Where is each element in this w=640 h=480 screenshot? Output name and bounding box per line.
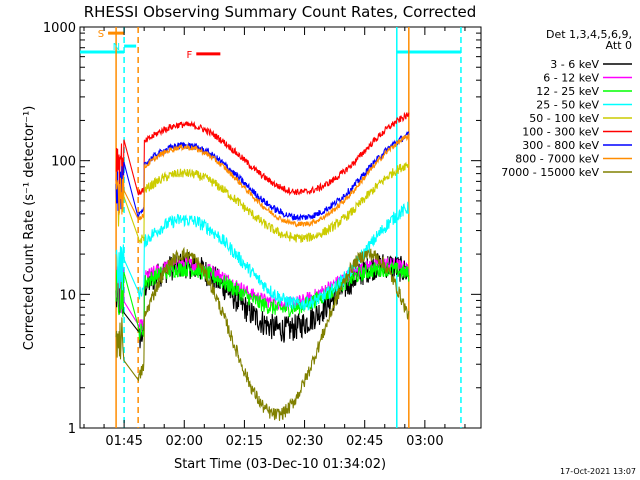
vertical-lines [115, 27, 462, 428]
plot-frame [79, 26, 482, 429]
legend-header: Att 0 [606, 39, 632, 52]
legend-label: 300 - 800 keV [522, 139, 599, 152]
y-tick-label: 10 [59, 288, 76, 303]
x-axis-label: Start Time (03-Dec-10 01:34:02) [174, 457, 386, 472]
legend-label: 800 - 7000 keV [515, 153, 599, 166]
legend-label: 12 - 25 keV [536, 85, 599, 98]
flag-markers: SN F [98, 29, 221, 61]
y-axis-label: Corrected Count Rate (s⁻¹ detector⁻¹) [22, 106, 37, 351]
y-axis: 1 10 100 1000 [43, 21, 481, 437]
x-tick-label: 02:30 [286, 434, 323, 449]
series-line [115, 161, 410, 245]
legend-label: 7000 - 15000 keV [501, 166, 599, 179]
series-line [115, 246, 410, 421]
legend-label: 3 - 6 keV [550, 58, 599, 71]
series-line [115, 111, 410, 197]
footer-timestamp: 17-Oct-2021 13:07 [560, 467, 636, 476]
chart-title: RHESSI Observing Summary Count Rates, Co… [84, 3, 477, 21]
legend-label: 25 - 50 keV [536, 99, 599, 112]
x-tick-label: 03:00 [406, 434, 443, 449]
x-tick-label: 01:45 [105, 434, 142, 449]
flag-label: S [98, 29, 104, 40]
x-axis: 01:45 02:00 02:15 02:30 02:45 03:00 [83, 27, 466, 449]
flag-label: F [187, 50, 193, 61]
x-tick-label: 02:45 [346, 434, 383, 449]
series-line [115, 133, 410, 228]
series-line [115, 261, 410, 340]
legend-label: 100 - 300 keV [522, 126, 599, 139]
legend-header: Det 1,3,4,5,6,9, [546, 28, 632, 41]
y-tick-label: 100 [51, 155, 76, 170]
legend-label: 6 - 12 keV [543, 72, 599, 85]
legend-label: 50 - 100 keV [529, 112, 599, 125]
flag-label: N [113, 42, 120, 53]
x-tick-label: 02:15 [226, 434, 263, 449]
y-tick-label: 1 [68, 422, 76, 437]
data-series [115, 111, 410, 421]
y-tick-label: 1000 [43, 21, 76, 36]
x-tick-label: 02:00 [166, 434, 203, 449]
